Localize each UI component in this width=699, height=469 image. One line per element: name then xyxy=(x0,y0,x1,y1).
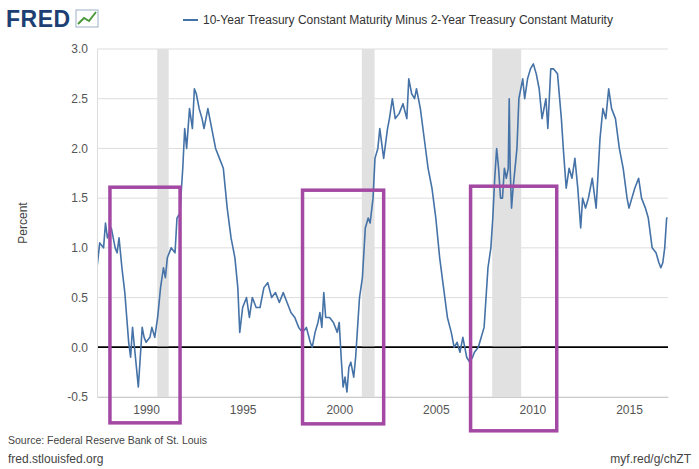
recession-band xyxy=(157,49,168,397)
y-tick-label: 2.0 xyxy=(71,142,88,156)
y-tick-label: 3.0 xyxy=(71,42,88,56)
y-tick: 0.0 xyxy=(71,341,97,355)
y-tick-label: 1.5 xyxy=(71,191,88,205)
footer-left: fred.stlouisfed.org xyxy=(8,452,103,466)
y-tick-label: 0.5 xyxy=(71,291,88,305)
highlight-box xyxy=(471,186,557,431)
logo-text: FRED xyxy=(6,6,71,32)
y-tick-label: 1.0 xyxy=(71,241,88,255)
x-tick: 2015 xyxy=(616,397,643,417)
x-tick-label: 1995 xyxy=(230,403,257,417)
logo: FRED xyxy=(6,6,98,32)
highlight-box xyxy=(303,190,384,424)
x-tick: 1995 xyxy=(230,397,257,417)
highlights xyxy=(110,186,557,431)
legend: 10-Year Treasury Constant Maturity Minus… xyxy=(183,13,613,27)
chart-root: 1990 1995 2000 2005 2010 2015 -0.5 0.0 0.5 1.0 1.5… xyxy=(0,0,699,469)
y-tick: 0.5 xyxy=(71,291,97,305)
y-axis: -0.5 0.0 0.5 1.0 1.5 2.0 2.5 3.0 xyxy=(67,42,97,404)
y-tick: 1.0 xyxy=(71,241,97,255)
legend-label: 10-Year Treasury Constant Maturity Minus… xyxy=(203,13,613,27)
footer-right: myf.red/g/chZT xyxy=(610,452,691,466)
x-tick: 1990 xyxy=(133,397,160,417)
x-tick-label: 2015 xyxy=(616,403,643,417)
y-tick: 3.0 xyxy=(71,42,97,56)
y-axis-line xyxy=(97,50,98,398)
grid-line xyxy=(97,49,668,50)
x-tick-label: 2000 xyxy=(326,403,353,417)
highlight-box xyxy=(110,187,180,423)
x-tick: 2010 xyxy=(520,397,547,417)
x-tick-label: 1990 xyxy=(133,403,160,417)
y-tick-label: 2.5 xyxy=(71,92,88,106)
recession-band xyxy=(362,49,375,397)
logo-icon xyxy=(78,12,96,24)
grid-line xyxy=(97,98,668,99)
background xyxy=(0,0,699,469)
y-tick: -0.5 xyxy=(67,390,97,404)
y-tick: 2.5 xyxy=(71,92,97,106)
y-tick-label: -0.5 xyxy=(67,390,88,404)
y-tick: 2.0 xyxy=(71,142,97,156)
y-tick-label: 0.0 xyxy=(71,341,88,355)
y-axis-title: Percent xyxy=(16,202,30,244)
y-tick: 1.5 xyxy=(71,191,97,205)
x-tick-label: 2010 xyxy=(520,403,547,417)
legend-swatch xyxy=(183,19,198,21)
x-tick: 2005 xyxy=(423,397,450,417)
x-tick: 2000 xyxy=(326,397,353,417)
source-note: Source: Federal Reserve Bank of St. Loui… xyxy=(8,434,207,446)
logo-frame xyxy=(76,10,98,27)
x-tick-label: 2005 xyxy=(423,403,450,417)
recession-band xyxy=(492,49,521,397)
